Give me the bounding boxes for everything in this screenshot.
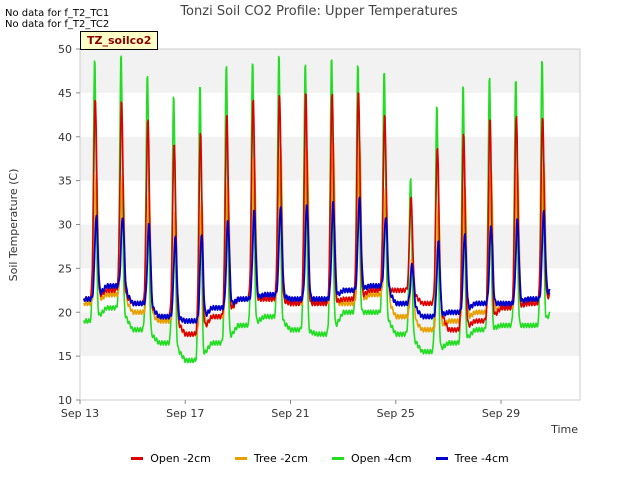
x-tick-label: Sep 25 — [377, 407, 415, 420]
x-tick-label: Sep 13 — [61, 407, 99, 420]
legend-label: Tree -4cm — [454, 452, 509, 465]
y-tick-label: 20 — [58, 306, 72, 319]
legend-swatch — [234, 457, 247, 460]
y-axis-label: Soil Temperature (C) — [7, 169, 20, 282]
x-axis-label: Time — [550, 423, 578, 436]
series-line-open-4cm — [83, 55, 551, 364]
y-tick-label: 10 — [58, 394, 72, 407]
chart-title: Tonzi Soil CO2 Profile: Upper Temperatur… — [179, 4, 458, 19]
legend: Open -2cm Tree -2cm Open -4cm Tree -4cm — [0, 452, 640, 465]
legend-swatch — [131, 457, 144, 460]
y-tick-label: 25 — [58, 262, 72, 275]
legend-item-open-2cm: Open -2cm — [131, 452, 211, 465]
y-tick-label: 30 — [58, 219, 72, 232]
x-axis-ticks: Sep 13 Sep 17 Sep 21 Sep 25 Sep 29 — [61, 400, 520, 420]
legend-swatch — [435, 457, 448, 460]
x-tick-label: Sep 17 — [166, 407, 204, 420]
y-tick-label: 15 — [58, 350, 72, 363]
y-tick-label: 40 — [58, 131, 72, 144]
legend-item-tree-2cm: Tree -2cm — [234, 452, 308, 465]
legend-label: Open -2cm — [150, 452, 211, 465]
grid-band — [80, 49, 580, 93]
series-line-tree-4cm — [83, 196, 551, 324]
x-tick-label: Sep 21 — [271, 407, 309, 420]
no-data-note-1: No data for f_T2_TC1 — [5, 8, 110, 19]
y-tick-label: 35 — [58, 175, 72, 188]
legend-item-tree-4cm: Tree -4cm — [435, 452, 509, 465]
x-tick-label: Sep 29 — [482, 407, 520, 420]
legend-item-open-4cm: Open -4cm — [332, 452, 412, 465]
no-data-note-2: No data for f_T2_TC2 — [5, 19, 110, 30]
site-badge: TZ_soilco2 — [80, 31, 159, 50]
legend-label: Tree -2cm — [253, 452, 308, 465]
legend-label: Open -4cm — [351, 452, 412, 465]
legend-swatch — [332, 457, 344, 460]
y-axis-ticks: 10 15 20 25 30 35 40 45 50 — [58, 43, 80, 407]
y-tick-label: 45 — [58, 87, 72, 100]
y-tick-label: 50 — [58, 43, 72, 56]
series-lines — [83, 55, 551, 364]
